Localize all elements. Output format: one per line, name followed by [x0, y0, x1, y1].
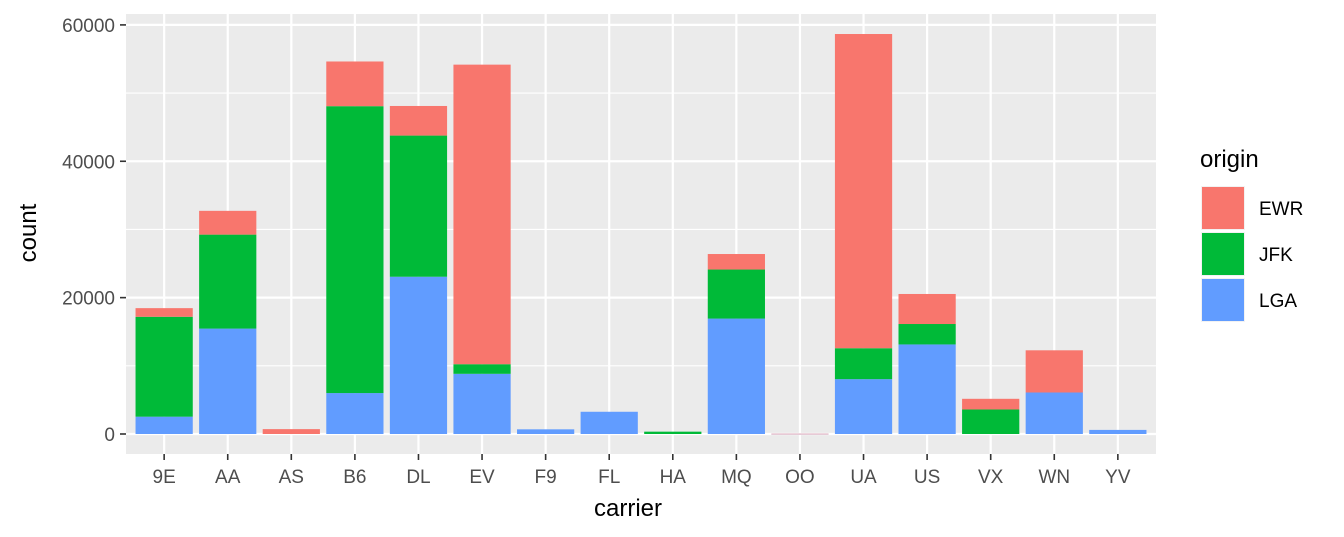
x-tick-label: YV — [1105, 467, 1131, 488]
bar-ua-ewr — [834, 34, 893, 349]
y-tick-label: 0 — [104, 425, 115, 446]
bar-mq-jfk — [707, 269, 765, 319]
bar-9e-ewr — [135, 308, 193, 317]
legend-label-ewr: EWR — [1259, 199, 1303, 220]
bar-ua-lga — [834, 379, 893, 434]
x-tick-label: US — [914, 467, 940, 488]
bar-us-ewr — [898, 293, 956, 325]
bar-yv-lga — [1089, 429, 1147, 434]
x-axis-title: carrier — [594, 495, 662, 522]
legend-title: origin — [1200, 146, 1259, 173]
bar-us-lga — [898, 344, 956, 434]
legend-swatch-jfk — [1202, 233, 1244, 275]
legend-swatch-lga — [1202, 279, 1244, 321]
bar-ha-jfk — [644, 431, 702, 434]
x-tick-label: F9 — [535, 467, 557, 488]
legend: origin EWR JFK LGA — [1200, 146, 1303, 322]
bar-vx-ewr — [962, 398, 1020, 410]
bar-b6-lga — [326, 393, 384, 434]
bar-dl-ewr — [389, 105, 448, 136]
y-axis: 0 20000 40000 60000 — [62, 16, 126, 446]
bar-aa-jfk — [199, 234, 257, 329]
bar-ev-ewr — [453, 64, 511, 365]
legend-label-jfk: JFK — [1259, 245, 1293, 266]
bars — [135, 34, 1147, 435]
bar-aa-ewr — [199, 210, 257, 235]
bar-aa-lga — [199, 328, 257, 434]
legend-swatch-ewr — [1202, 187, 1244, 229]
minor-gridlines — [126, 92, 1156, 367]
bar-9e-jfk — [135, 316, 193, 417]
bar-us-jfk — [898, 324, 956, 345]
bar-dl-jfk — [389, 135, 448, 277]
x-tick-label: HA — [660, 467, 687, 488]
x-tick-label: 9E — [153, 467, 176, 488]
x-tick-label: AA — [215, 467, 241, 488]
bar-mq-ewr — [707, 254, 765, 270]
x-tick-label: WN — [1038, 467, 1070, 488]
bar-b6-jfk — [326, 106, 384, 394]
x-axis: 9E AA AS B6 DL EV F9 FL HA MQ OO UA US VX WN YV — [153, 454, 1131, 488]
x-tick-label: UA — [850, 467, 877, 488]
x-tick-label: B6 — [343, 467, 366, 488]
bar-as-ewr — [262, 429, 320, 434]
bar-wn-lga — [1025, 392, 1083, 434]
bar-f9-lga — [517, 429, 575, 434]
bar-mq-lga — [707, 318, 765, 434]
bar-oo-ewr — [771, 433, 829, 435]
bar-ua-jfk — [834, 348, 893, 380]
x-tick-label: EV — [469, 467, 495, 488]
y-tick-label: 20000 — [62, 289, 115, 310]
bar-fl-lga — [580, 411, 638, 434]
bar-wn-ewr — [1025, 350, 1083, 393]
bar-9e-lga — [135, 416, 193, 434]
bar-ev-lga — [453, 373, 511, 434]
x-tick-label: MQ — [721, 467, 752, 488]
plot-panel — [126, 14, 1156, 454]
x-tick-label: DL — [406, 467, 430, 488]
legend-label-lga: LGA — [1259, 291, 1297, 312]
bar-dl-lga — [389, 276, 448, 434]
y-axis-title: count — [15, 203, 42, 262]
bar-ev-jfk — [453, 364, 511, 374]
x-tick-label: FL — [598, 467, 620, 488]
y-tick-label: 60000 — [62, 16, 115, 37]
y-tick-label: 40000 — [62, 152, 115, 173]
bar-vx-jfk — [962, 409, 1020, 434]
x-tick-label: VX — [978, 467, 1004, 488]
bar-b6-ewr — [326, 61, 384, 107]
x-tick-label: AS — [279, 467, 304, 488]
x-tick-label: OO — [785, 467, 815, 488]
